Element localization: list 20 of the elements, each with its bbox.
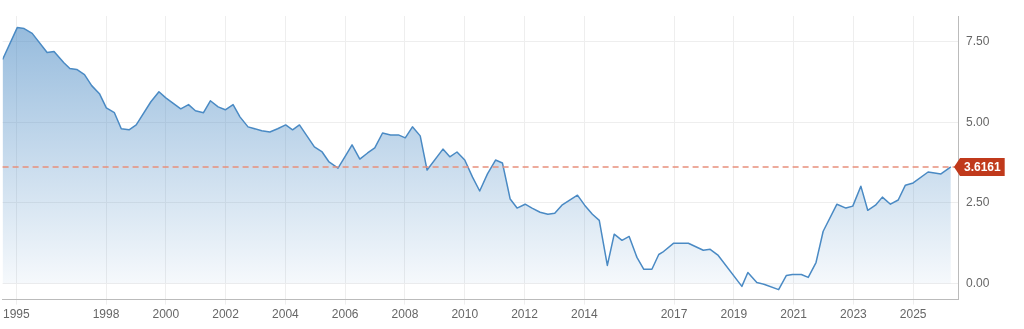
ref-line-label: 3.6161 (964, 160, 1002, 175)
x-tick-label: 2004 (272, 307, 300, 322)
y-tick-label: 0.00 (966, 275, 990, 290)
x-tick-label: 1998 (92, 307, 120, 322)
y-tick-label: 2.50 (966, 195, 990, 210)
x-tick-label: 1995 (3, 307, 31, 322)
x-tick-label: 2014 (570, 307, 598, 322)
x-tick-label: 2025 (899, 307, 927, 322)
y-tick-label: 7.50 (966, 34, 990, 49)
x-tick-label: 2021 (780, 307, 808, 322)
x-tick-label: 2002 (212, 307, 240, 322)
x-tick-label: 2023 (840, 307, 868, 322)
x-tick-label: 2017 (660, 307, 688, 322)
y-tick-label: 5.00 (966, 114, 990, 129)
x-tick-label: 2019 (720, 307, 748, 322)
x-tick-label: 2012 (511, 307, 539, 322)
x-tick-label: 2010 (451, 307, 479, 322)
x-tick-label: 2006 (331, 307, 359, 322)
x-tick-label: 2008 (391, 307, 419, 322)
x-tick-label: 2000 (152, 307, 180, 322)
